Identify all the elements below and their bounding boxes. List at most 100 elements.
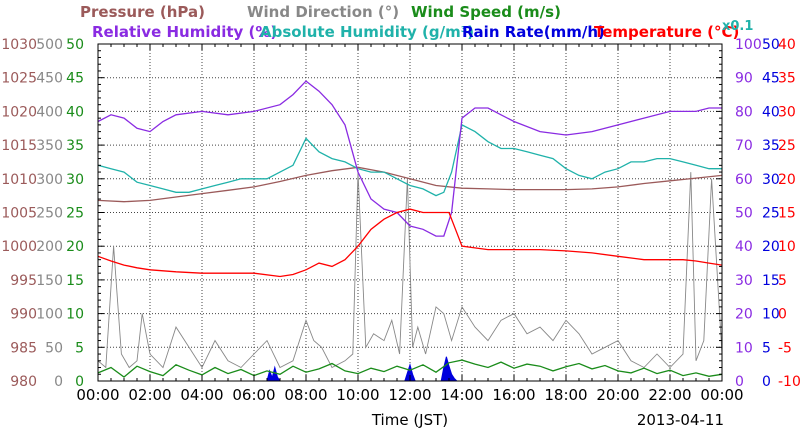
x-tick-label: 16:00 — [492, 386, 535, 404]
y-tick-label-temperature: 10 — [778, 239, 796, 255]
y-tick-label-rain_rate: 50 — [762, 37, 780, 53]
x-tick-label: 14:00 — [440, 386, 483, 404]
y-tick-label-wind_speed: 0 — [75, 374, 84, 390]
x-tick-label: 06:00 — [232, 386, 275, 404]
x-tick-label: 18:00 — [544, 386, 587, 404]
y-tick-label-humidity: 90 — [735, 71, 753, 87]
y-tick-label-wind_direction: 100 — [36, 307, 63, 323]
y-tick-label-rain_rate: 0 — [762, 374, 771, 390]
y-tick-label-temperature: -5 — [778, 340, 792, 356]
y-tick-label-wind_direction: 200 — [36, 239, 63, 255]
y-tick-label-wind_direction: 0 — [54, 374, 63, 390]
y-tick-label-humidity: 80 — [735, 104, 753, 120]
series-line-wind-direction — [97, 172, 723, 369]
y-tick-label-temperature: 5 — [778, 273, 787, 289]
y-tick-label-pressure: 1015 — [1, 138, 37, 154]
legend-entry: Temperature (°C) — [594, 23, 739, 41]
series-line-wind-speed-m-s — [97, 359, 723, 378]
series-line-pressure-hpa — [97, 166, 723, 203]
x-tick-label: 00:00 — [700, 386, 743, 404]
y-tick-label-pressure: 985 — [10, 340, 37, 356]
y-tick-label-wind_speed: 25 — [66, 206, 84, 222]
x-axis-label: Time (JST) — [371, 411, 448, 429]
y-tick-label-wind_direction: 350 — [36, 138, 63, 154]
x-tick-label: 04:00 — [180, 386, 223, 404]
y-tick-label-wind_speed: 15 — [66, 273, 84, 289]
y-tick-label-pressure: 1000 — [1, 239, 37, 255]
y-tick-label-pressure: 995 — [10, 273, 37, 289]
y-tick-label-pressure: 1010 — [1, 172, 37, 188]
date-label: 2013-04-11 — [637, 411, 724, 429]
legend-entry: x0.1 — [722, 19, 753, 34]
series-rain-rate-area — [98, 356, 722, 382]
y-tick-label-wind_direction: 150 — [36, 273, 63, 289]
y-tick-label-pressure: 980 — [10, 374, 37, 390]
y-tick-label-temperature: 20 — [778, 172, 796, 188]
legend-entry: Wind Direction (°) — [247, 3, 399, 21]
y-tick-label-wind_speed: 10 — [66, 307, 84, 323]
y-tick-label-temperature: 0 — [778, 307, 787, 323]
series-line-absolute-humidity-g-m — [97, 123, 722, 197]
y-tick-label-humidity: 100 — [735, 37, 762, 53]
y-tick-label-rain_rate: 35 — [762, 138, 780, 154]
y-tick-label-humidity: 10 — [735, 340, 753, 356]
y-tick-label-wind_direction: 500 — [36, 37, 63, 53]
series-lines — [97, 80, 723, 382]
y-tick-label-rain_rate: 5 — [762, 340, 771, 356]
y-tick-label-humidity: 60 — [735, 172, 753, 188]
legend-entry: Pressure (hPa) — [80, 3, 205, 21]
y-tick-label-wind_direction: 50 — [45, 340, 63, 356]
y-tick-label-rain_rate: 20 — [762, 239, 780, 255]
y-tick-label-wind_direction: 400 — [36, 104, 63, 120]
legend-entry: Absolute Humidity (g/m³) — [260, 23, 474, 41]
series-line-temperature-c — [97, 208, 723, 278]
y-tick-label-temperature: -10 — [778, 374, 800, 390]
chart-legend: Pressure (hPa) Wind Direction (°) Wind Spe… — [80, 3, 753, 41]
y-tick-label-temperature: 15 — [778, 206, 796, 222]
y-tick-label-wind_speed: 30 — [66, 172, 84, 188]
y-tick-label-pressure: 990 — [10, 307, 37, 323]
legend-entry: Rain Rate(mm/h) — [462, 23, 605, 41]
y-tick-label-wind_speed: 35 — [66, 138, 84, 154]
y-tick-label-wind_speed: 40 — [66, 104, 84, 120]
y-tick-label-wind_speed: 5 — [75, 340, 84, 356]
x-axis-ticks: 00:00 02:00 04:00 06:00 08:00 10:00 12:00 14:00… — [76, 43, 744, 404]
y-tick-label-humidity: 40 — [735, 239, 753, 255]
y-tick-label-pressure: 1020 — [1, 104, 37, 120]
y-tick-label-humidity: 30 — [735, 273, 753, 289]
y-tick-label-wind_speed: 20 — [66, 239, 84, 255]
y-tick-label-rain_rate: 45 — [762, 71, 780, 87]
y-tick-label-temperature: 35 — [778, 71, 796, 87]
y-tick-label-humidity: 20 — [735, 307, 753, 323]
y-tick-label-pressure: 1030 — [1, 37, 37, 53]
legend-entry: Relative Humidity (%) — [92, 23, 277, 41]
y-tick-label-rain_rate: 40 — [762, 104, 780, 120]
y-axes: 9809859909951000100510101015102010251030… — [1, 37, 800, 390]
y-tick-label-rain_rate: 15 — [762, 273, 780, 289]
y-tick-label-wind_direction: 450 — [36, 71, 63, 87]
y-tick-label-rain_rate: 25 — [762, 206, 780, 222]
y-tick-label-rain_rate: 30 — [762, 172, 780, 188]
y-tick-label-wind_direction: 300 — [36, 172, 63, 188]
x-tick-label: 12:00 — [388, 386, 431, 404]
y-tick-label-wind_speed: 50 — [66, 37, 84, 53]
x-tick-label: 10:00 — [336, 386, 379, 404]
x-tick-label: 08:00 — [284, 386, 327, 404]
y-tick-label-pressure: 1005 — [1, 206, 37, 222]
x-tick-label: 20:00 — [596, 386, 639, 404]
y-tick-label-temperature: 40 — [778, 37, 796, 53]
x-tick-label: 22:00 — [648, 386, 691, 404]
y-tick-label-wind_direction: 250 — [36, 206, 63, 222]
x-tick-label: 00:00 — [76, 386, 119, 404]
y-tick-label-temperature: 25 — [778, 138, 796, 154]
y-tick-label-rain_rate: 10 — [762, 307, 780, 323]
y-tick-label-pressure: 1025 — [1, 71, 37, 87]
legend-entry: Wind Speed (m/s) — [411, 3, 561, 21]
y-tick-label-temperature: 30 — [778, 104, 796, 120]
y-tick-label-humidity: 50 — [735, 206, 753, 222]
y-tick-label-wind_speed: 45 — [66, 71, 84, 87]
x-tick-label: 02:00 — [128, 386, 171, 404]
y-tick-label-humidity: 0 — [735, 374, 744, 390]
y-tick-label-humidity: 70 — [735, 138, 753, 154]
